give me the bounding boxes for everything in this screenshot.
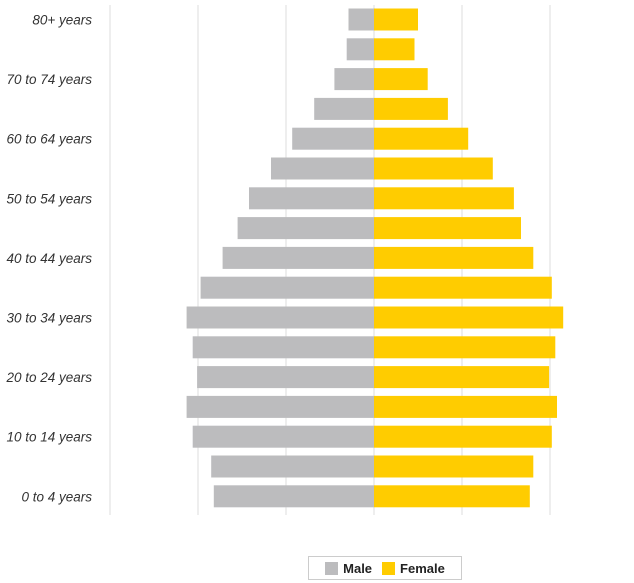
male-series [186, 8, 375, 508]
y-tick-label: 30 to 34 years [6, 311, 92, 326]
y-tick-label: 80+ years [32, 13, 92, 28]
y-tick-label: 50 to 54 years [6, 191, 92, 206]
male-bar-15[interactable] [211, 455, 374, 478]
female-bar-3[interactable] [374, 97, 448, 120]
male-bar-12[interactable] [197, 366, 374, 389]
legend: Male Female [308, 556, 462, 580]
y-tick-label: 20 to 24 years [5, 370, 92, 385]
y-tick-label: 70 to 74 years [6, 72, 92, 87]
legend-label-male: Male [343, 560, 373, 576]
male-bar-5[interactable] [271, 157, 374, 180]
female-bar-13[interactable] [374, 395, 557, 418]
male-swatch [325, 561, 339, 575]
female-bar-11[interactable] [374, 336, 556, 359]
legend-item-female[interactable]: Female [382, 561, 445, 576]
legend-label-female: Female [400, 560, 445, 576]
female-bar-9[interactable] [374, 276, 552, 299]
female-bar-14[interactable] [374, 425, 552, 448]
female-bar-2[interactable] [374, 68, 428, 91]
female-bar-5[interactable] [374, 157, 493, 180]
y-tick-label: 40 to 44 years [6, 251, 92, 266]
male-bar-9[interactable] [200, 276, 374, 299]
female-bar-8[interactable] [374, 246, 534, 269]
male-bar-1[interactable] [346, 38, 374, 61]
female-bar-0[interactable] [374, 8, 418, 31]
female-bar-1[interactable] [374, 38, 415, 61]
male-bar-11[interactable] [192, 336, 374, 359]
y-tick-label: 0 to 4 years [21, 489, 92, 504]
female-bar-7[interactable] [374, 217, 521, 240]
female-bar-6[interactable] [374, 187, 514, 210]
male-bar-2[interactable] [334, 68, 374, 91]
male-bar-7[interactable] [237, 217, 374, 240]
female-bar-10[interactable] [374, 306, 564, 329]
female-bar-16[interactable] [374, 485, 530, 508]
male-bar-0[interactable] [348, 8, 375, 31]
female-bar-12[interactable] [374, 366, 550, 389]
male-bar-3[interactable] [314, 97, 374, 120]
male-bar-13[interactable] [186, 395, 374, 418]
y-tick-label: 10 to 14 years [6, 430, 92, 445]
female-swatch [382, 561, 396, 575]
female-bar-15[interactable] [374, 455, 534, 478]
male-bar-10[interactable] [186, 306, 374, 329]
y-axis-tick-labels: 80+ years 70 to 74 years 60 to 64 years 50 … [5, 13, 92, 505]
male-bar-16[interactable] [213, 485, 374, 508]
y-tick-label: 60 to 64 years [6, 132, 92, 147]
male-bar-14[interactable] [192, 425, 374, 448]
female-bar-4[interactable] [374, 127, 469, 150]
male-bar-4[interactable] [292, 127, 374, 150]
male-bar-8[interactable] [222, 246, 374, 269]
male-bar-6[interactable] [249, 187, 374, 210]
legend-item-male[interactable]: Male [325, 561, 372, 576]
female-series [374, 8, 564, 508]
